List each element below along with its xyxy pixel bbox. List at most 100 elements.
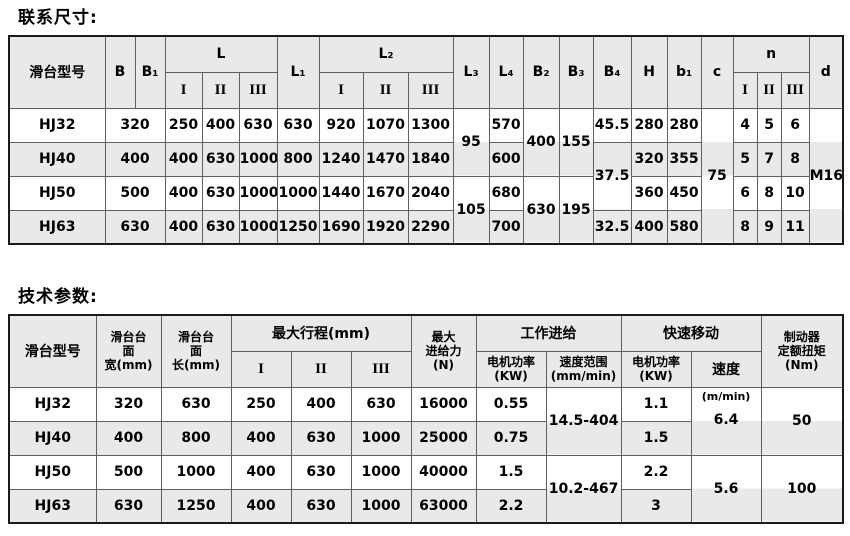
cell-L2-II: 1920 bbox=[362, 209, 409, 245]
header-table-length: 滑台台 面 长(mm) bbox=[160, 314, 232, 388]
header-rapid-group: 快速移动 bbox=[620, 314, 762, 352]
cell-L2-II: 1070 bbox=[362, 107, 409, 143]
header-rapid-speed: 速度 bbox=[690, 350, 762, 388]
cell-n-II: 9 bbox=[756, 209, 782, 245]
cell-model: HJ63 bbox=[8, 209, 106, 245]
header-L-group: L bbox=[164, 35, 278, 73]
cell-L-III: 1000 bbox=[238, 175, 278, 211]
header-rapid-motor-power: 电机功率 (KW) bbox=[620, 350, 692, 388]
cell-stroke-III: 630 bbox=[350, 386, 412, 422]
header-L-III: III bbox=[238, 71, 278, 109]
cell-model: HJ40 bbox=[8, 420, 97, 456]
cell-feed-speed-range: 10.2-467 bbox=[545, 454, 622, 524]
cell-max-force: 40000 bbox=[410, 454, 477, 490]
header-feed-group: 工作进给 bbox=[475, 314, 622, 352]
cell-stroke-II: 630 bbox=[290, 454, 352, 490]
cell-rapid-speed: (m/min) 6.4 bbox=[690, 386, 762, 456]
cell-L-II: 630 bbox=[201, 141, 240, 177]
cell-L4: 570 bbox=[488, 107, 524, 143]
rapid-speed-unit: (m/min) bbox=[701, 389, 751, 403]
cell-stroke-III: 1000 bbox=[350, 454, 412, 490]
cell-n-I: 6 bbox=[732, 175, 758, 211]
cell-L3: 95 bbox=[452, 107, 490, 177]
header-L4: L₄ bbox=[488, 35, 524, 109]
cell-H: 320 bbox=[630, 141, 668, 177]
cell-B2: 400 bbox=[522, 107, 560, 177]
header-L2-II: II bbox=[362, 71, 409, 109]
cell-B4: 37.5 bbox=[592, 141, 632, 211]
header-stroke-group: 最大行程(mm) bbox=[230, 314, 412, 352]
cell-table-length: 800 bbox=[160, 420, 232, 456]
header-stroke-I: I bbox=[230, 350, 292, 388]
header-B: B bbox=[104, 35, 136, 109]
header-L2-III: III bbox=[407, 71, 454, 109]
cell-table-width: 320 bbox=[95, 386, 162, 422]
header-B2: B₂ bbox=[522, 35, 560, 109]
cell-stroke-I: 250 bbox=[230, 386, 292, 422]
cell-n-III: 6 bbox=[780, 107, 810, 143]
cell-L4: 700 bbox=[488, 209, 524, 245]
cell-model: HJ32 bbox=[8, 386, 97, 422]
header-model: 滑台型号 bbox=[8, 35, 106, 109]
header-L1: L₁ bbox=[276, 35, 320, 109]
header-b1: b₁ bbox=[666, 35, 702, 109]
header-L-I: I bbox=[164, 71, 203, 109]
cell-table-width: 400 bbox=[95, 420, 162, 456]
cell-B4: 32.5 bbox=[592, 209, 632, 245]
cell-L1: 800 bbox=[276, 141, 320, 177]
cell-L1: 630 bbox=[276, 107, 320, 143]
cell-L-I: 250 bbox=[164, 107, 203, 143]
cell-rapid-motor-power: 1.1 bbox=[620, 386, 692, 422]
cell-table-width: 500 bbox=[95, 454, 162, 490]
cell-max-force: 25000 bbox=[410, 420, 477, 456]
cell-table-length: 1000 bbox=[160, 454, 232, 490]
cell-feed-speed-range: 14.5-404 bbox=[545, 386, 622, 456]
cell-B: 500 bbox=[104, 175, 166, 211]
cell-stroke-III: 1000 bbox=[350, 420, 412, 456]
header-B1: B₁ bbox=[134, 35, 166, 109]
cell-n-III: 11 bbox=[780, 209, 810, 245]
cell-H: 360 bbox=[630, 175, 668, 211]
cell-n-II: 7 bbox=[756, 141, 782, 177]
table-row: HJ32 320 630 250 400 630 16000 0.55 14.5… bbox=[8, 386, 844, 456]
cell-B: 400 bbox=[104, 141, 166, 177]
cell-L1: 1000 bbox=[276, 175, 320, 211]
table-row: HJ40 400 400 630 1000 800 1240 1470 1840… bbox=[8, 141, 843, 211]
cell-c: 75 bbox=[700, 107, 734, 245]
cell-max-force: 63000 bbox=[410, 488, 477, 524]
cell-stroke-III: 1000 bbox=[350, 488, 412, 524]
rapid-speed-value: 6.4 bbox=[713, 411, 739, 428]
cell-stroke-I: 400 bbox=[230, 454, 292, 490]
header-max-force: 最大 进给力 (N) bbox=[410, 314, 477, 388]
header-H: H bbox=[630, 35, 668, 109]
cell-b1: 580 bbox=[666, 209, 702, 245]
header-n-I: I bbox=[732, 71, 758, 109]
header-model: 滑台型号 bbox=[8, 314, 97, 388]
header-n-III: III bbox=[780, 71, 810, 109]
cell-n-II: 5 bbox=[756, 107, 782, 143]
cell-L-II: 630 bbox=[201, 209, 240, 245]
cell-stroke-II: 630 bbox=[290, 420, 352, 456]
table-row: HJ63 630 1250 400 630 1000 63000 2.2 3 bbox=[8, 488, 843, 524]
cell-L-II: 630 bbox=[201, 175, 240, 211]
cell-max-force: 16000 bbox=[410, 386, 477, 422]
table-row: HJ32 320 250 400 630 630 920 1070 1300 9… bbox=[8, 107, 844, 245]
table-row: HJ40 400 800 400 630 1000 25000 0.75 1.5 bbox=[8, 420, 843, 456]
cell-L1: 1250 bbox=[276, 209, 320, 245]
cell-stroke-I: 400 bbox=[230, 488, 292, 524]
dimensions-table: 滑台型号 B B₁ L L₁ L₂ L₃ L₄ B₂ B₃ B₄ H b₁ c … bbox=[8, 35, 845, 245]
cell-L-I: 400 bbox=[164, 141, 203, 177]
cell-H: 280 bbox=[630, 107, 668, 143]
cell-stroke-I: 400 bbox=[230, 420, 292, 456]
cell-n-I: 4 bbox=[732, 107, 758, 143]
cell-n-I: 8 bbox=[732, 209, 758, 245]
header-L2-I: I bbox=[318, 71, 364, 109]
parameters-table: 滑台型号 滑台台 面 宽(mm) 滑台台 面 长(mm) 最大行程(mm) 最大… bbox=[8, 314, 845, 524]
table-row: HJ50 500 1000 400 630 1000 40000 1.5 10.… bbox=[8, 454, 844, 524]
cell-L2-III: 1840 bbox=[407, 141, 454, 177]
cell-brake-torque: 50 bbox=[760, 386, 844, 456]
cell-model: HJ40 bbox=[8, 141, 106, 177]
cell-L-III: 1000 bbox=[238, 209, 278, 245]
cell-b1: 450 bbox=[666, 175, 702, 211]
cell-L3: 105 bbox=[452, 175, 490, 245]
